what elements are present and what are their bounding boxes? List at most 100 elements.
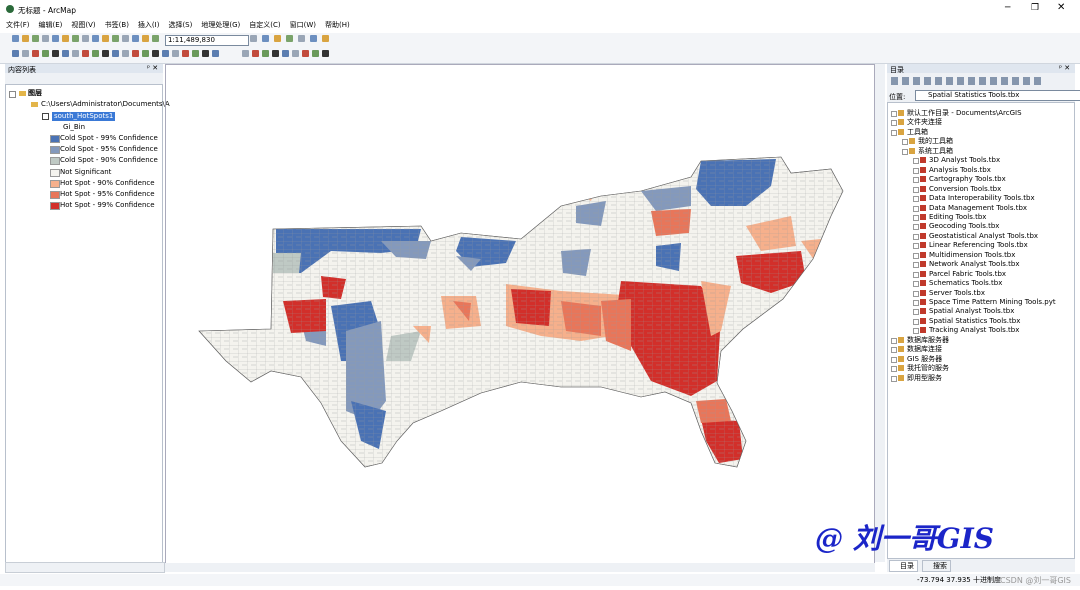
tool-button[interactable] [322,35,329,42]
menu-item[interactable]: 编辑(E) [38,21,63,29]
tool-button[interactable] [82,35,89,42]
scale-box[interactable]: 1:11,489,830 [165,35,249,46]
tree-expander[interactable] [913,224,919,231]
tree-expander[interactable] [913,309,919,316]
tree-expander[interactable] [913,158,919,165]
tool-button[interactable] [192,50,199,57]
tool-button[interactable] [112,50,119,57]
close[interactable]: ✕ [1057,2,1066,13]
tool-button[interactable] [42,35,49,42]
location-box[interactable]: Spatial Statistics Tools.tbx [915,90,1080,101]
tool-button[interactable] [32,35,39,42]
tree-expander[interactable] [891,120,897,127]
tree-expander[interactable] [891,347,897,354]
menu-item[interactable]: 书签(B) [104,21,129,29]
tool-button[interactable] [212,50,219,57]
tree-expander[interactable] [913,290,919,297]
tool-button[interactable] [142,35,149,42]
tool-button[interactable] [262,35,269,42]
tree-expander[interactable] [913,186,919,193]
tool-button[interactable] [12,35,19,42]
tree-expander[interactable] [891,337,897,344]
panel-tab[interactable]: 搜索 [922,560,951,572]
tool-button[interactable] [302,50,309,57]
tool-button[interactable] [52,50,59,57]
menu-item[interactable]: 帮助(H) [325,21,350,29]
tool-button[interactable] [132,35,139,42]
tree-expander[interactable] [913,205,919,212]
tool-button[interactable] [92,35,99,42]
panel-tab[interactable]: 目录 [889,560,918,572]
map-scrollbar[interactable] [165,563,875,572]
tool-button[interactable] [52,35,59,42]
tool-button[interactable] [62,50,69,57]
tool-button[interactable] [274,35,281,42]
tree-expander[interactable] [913,196,919,203]
tree-expander[interactable] [913,262,919,269]
tool-button[interactable] [282,50,289,57]
tree-expander[interactable] [913,177,919,184]
map-vscroll[interactable] [875,64,885,562]
menu-item[interactable]: 文件(F) [6,21,30,29]
tree-expander[interactable] [913,233,919,240]
tool-button[interactable] [32,50,39,57]
tool-button[interactable] [102,50,109,57]
tool-button[interactable] [162,50,169,57]
tree-expander[interactable] [891,366,897,373]
layer-checkbox[interactable] [42,113,49,120]
tool-button[interactable] [298,35,305,42]
tree-expander[interactable] [913,252,919,259]
tree-expander[interactable] [913,328,919,335]
tool-button[interactable] [122,35,129,42]
tool-button[interactable] [122,50,129,57]
menu-item[interactable]: 地理处理(G) [201,21,241,29]
tool-button[interactable] [202,50,209,57]
menu-item[interactable]: 选择(S) [168,21,193,29]
tool-button[interactable] [102,35,109,42]
minimize[interactable]: ─ [1005,3,1011,13]
tree-expander[interactable] [913,318,919,325]
tool-button[interactable] [312,50,319,57]
tool-button[interactable] [242,50,249,57]
tree-expander[interactable] [902,139,908,146]
tool-button[interactable] [62,35,69,42]
tool-button[interactable] [92,50,99,57]
tool-button[interactable] [272,50,279,57]
tool-button[interactable] [82,50,89,57]
tree-expander[interactable] [913,167,919,174]
tree-expander[interactable] [891,129,897,136]
menu-item[interactable]: 插入(I) [137,21,160,29]
tree-expander[interactable] [891,356,897,363]
tool-button[interactable] [172,50,179,57]
tool-button[interactable] [152,35,159,42]
tool-button[interactable] [22,50,29,57]
tool-button[interactable] [72,35,79,42]
menu-item[interactable]: 视图(V) [71,21,96,29]
tool-button[interactable] [252,50,259,57]
tool-button[interactable] [286,35,293,42]
tool-button[interactable] [250,35,257,42]
tool-button[interactable] [262,50,269,57]
toc-scrollbar[interactable] [5,562,165,573]
tool-button[interactable] [112,35,119,42]
maximize[interactable]: ❐ [1031,3,1040,13]
tool-button[interactable] [132,50,139,57]
tree-expander[interactable] [913,281,919,288]
map-view[interactable] [165,64,875,564]
tree-expander[interactable] [913,300,919,306]
tool-button[interactable] [322,50,329,57]
tool-button[interactable] [22,35,29,42]
menu-item[interactable]: 自定义(C) [249,21,281,29]
tree-expander[interactable] [902,148,908,155]
tree-expander[interactable] [913,214,919,221]
tree-expander[interactable] [913,243,919,250]
tree-expander[interactable] [891,111,897,117]
tree-expander[interactable] [891,375,897,382]
tool-button[interactable] [142,50,149,57]
tree-expander[interactable] [913,271,919,278]
tool-button[interactable] [42,50,49,57]
tool-button[interactable] [12,50,19,57]
tool-button[interactable] [152,50,159,57]
tool-button[interactable] [310,35,317,42]
tool-button[interactable] [182,50,189,57]
